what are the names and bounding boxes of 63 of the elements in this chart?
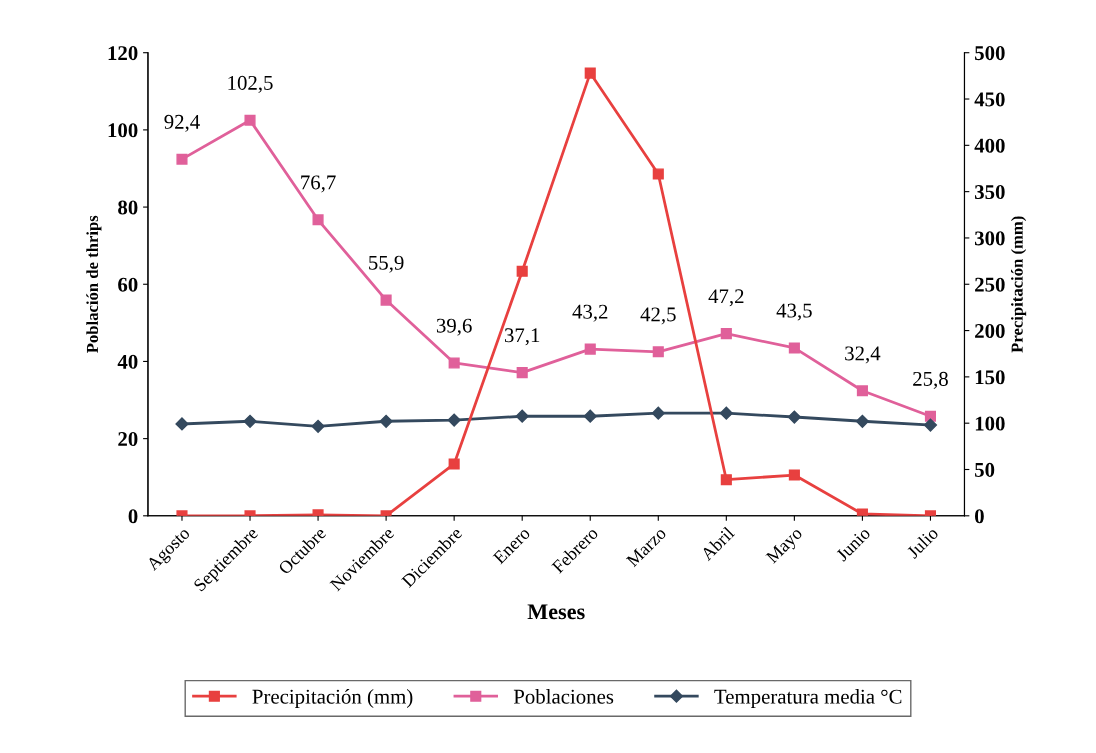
- point: [515, 409, 529, 423]
- y2-tick-label: 250: [975, 277, 1005, 292]
- point: [584, 67, 596, 79]
- point: [380, 294, 392, 306]
- point: [584, 343, 596, 355]
- legend-label: Precipitación (mm): [252, 689, 413, 708]
- point: [856, 385, 868, 397]
- y-tick-label: 120: [108, 46, 138, 61]
- point: [719, 406, 733, 420]
- y-tick-label: 0: [128, 509, 138, 524]
- data-label: 43,5: [776, 303, 812, 321]
- point: [516, 265, 528, 277]
- data-label: 92,4: [164, 114, 200, 132]
- data-label: 47,2: [708, 289, 744, 307]
- y2-tick-label: 450: [974, 92, 1005, 107]
- y-axis-title: Población de thrips: [86, 215, 102, 353]
- point: [176, 153, 188, 165]
- data-label: 102,5: [228, 75, 273, 93]
- point: [244, 114, 256, 126]
- data-label: 55,9: [369, 255, 404, 273]
- y-tick-label: 20: [118, 432, 138, 447]
- legend-label: Poblaciones: [513, 689, 614, 704]
- data-label: 42,5: [640, 307, 676, 325]
- x-axis-title: Meses: [527, 604, 585, 620]
- y2-tick-label: 200: [975, 323, 1005, 338]
- y2-tick-label: 100: [975, 416, 1005, 431]
- point: [788, 342, 800, 354]
- point: [448, 357, 460, 369]
- legend-label: Temperatura media °C: [714, 689, 902, 708]
- y-tick-label: 40: [117, 354, 138, 369]
- y2-tick-label: 150: [975, 370, 1005, 385]
- y2-tick-label: 50: [975, 462, 995, 477]
- data-label: 37,1: [504, 328, 540, 346]
- y-tick-label: 100: [108, 123, 138, 138]
- y2-tick-label: 0: [975, 509, 984, 524]
- y2-tick-label: 400: [974, 138, 1005, 153]
- point: [652, 346, 664, 358]
- point: [583, 409, 597, 423]
- y2-tick-label: 500: [975, 46, 1005, 61]
- point: [720, 328, 732, 340]
- point: [787, 410, 801, 424]
- x-tick-label: Julio: [905, 526, 939, 560]
- y-tick-label: 60: [118, 277, 138, 292]
- point: [516, 367, 528, 379]
- point: [311, 419, 325, 433]
- data-label: 43,2: [572, 304, 608, 322]
- data-label: 39,6: [436, 318, 472, 336]
- point: [312, 214, 324, 226]
- point: [243, 414, 257, 428]
- point: [855, 414, 870, 428]
- point: [923, 418, 938, 432]
- data-label: 32,4: [845, 346, 881, 364]
- data-label: 25,8: [913, 371, 948, 389]
- point: [652, 168, 664, 180]
- point: [175, 417, 189, 431]
- y-tick-label: 80: [118, 200, 138, 215]
- data-label: 76,7: [301, 175, 336, 193]
- y2-axis-title: Precipitación (mm): [1011, 216, 1027, 353]
- point: [379, 414, 393, 428]
- y2-tick-label: 350: [974, 185, 1005, 200]
- y2-tick-label: 300: [974, 231, 1005, 246]
- point: [447, 413, 461, 427]
- point: [651, 406, 665, 420]
